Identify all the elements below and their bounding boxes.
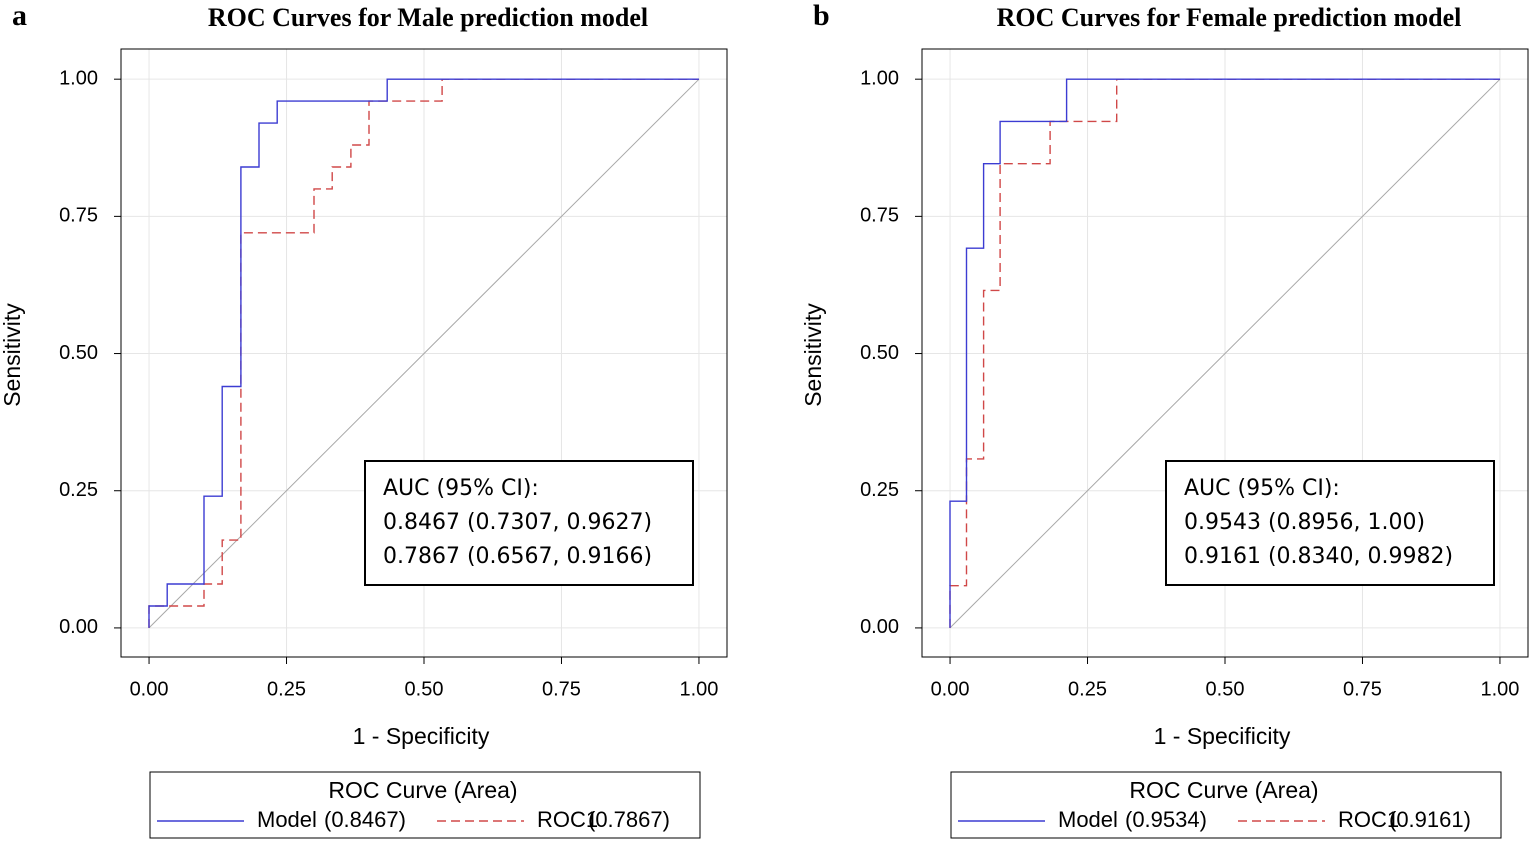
annotation-text: AUC (95% CI):: [1184, 476, 1340, 501]
legend-area: (0.9534): [1125, 807, 1207, 832]
x-axis-label: 1 - Specificity: [1154, 723, 1291, 749]
y-tick-label: 0.75: [860, 205, 899, 227]
y-axis-label: Sensitivity: [0, 303, 25, 407]
chart-title: ROC Curves for Female prediction model: [997, 3, 1462, 32]
reference-line: [949, 78, 1501, 629]
x-tick-label: 0.25: [267, 678, 306, 700]
x-tick-label: 0.50: [1206, 678, 1245, 700]
annotation-text: 0.8467 (0.7307, 0.9627): [383, 510, 652, 535]
panel-label: b: [813, 0, 830, 32]
annotation-box: [1165, 460, 1495, 586]
legend-label: ROC1: [1338, 807, 1399, 832]
legend-label: Model: [257, 807, 317, 832]
x-tick-label: 0.75: [542, 678, 581, 700]
y-axis-label: Sensitivity: [800, 303, 826, 407]
plot-frame: [120, 48, 728, 658]
x-axis-label: 1 - Specificity: [353, 723, 490, 749]
y-tick-label: 0.00: [860, 616, 899, 638]
y-tick-label: 0.50: [860, 342, 899, 364]
x-tick-label: 0.25: [1068, 678, 1107, 700]
x-tick-label: 0.00: [130, 678, 169, 700]
roc-curve: [148, 78, 699, 628]
y-tick-label: 0.50: [59, 342, 98, 364]
legend-area: (0.7867): [588, 807, 670, 832]
roc-curve: [949, 78, 1500, 628]
annotation-text: AUC (95% CI):: [383, 476, 539, 501]
legend-area: (0.9161): [1389, 807, 1471, 832]
x-tick-label: 0.75: [1343, 678, 1382, 700]
annotation-text: 0.9161 (0.8340, 0.9982): [1184, 544, 1453, 569]
x-tick-label: 0.50: [405, 678, 444, 700]
chart-title: ROC Curves for Male prediction model: [208, 3, 648, 32]
plot-frame: [921, 48, 1529, 658]
legend-box: [950, 771, 1502, 839]
annotation-text: 0.7867 (0.6567, 0.9166): [383, 544, 652, 569]
y-tick-label: 0.00: [59, 616, 98, 638]
roc-curve: [949, 78, 1500, 628]
y-tick-label: 1.00: [860, 67, 899, 89]
y-tick-label: 1.00: [59, 67, 98, 89]
legend-area: (0.8467): [324, 807, 406, 832]
x-tick-label: 0.00: [931, 678, 970, 700]
legend-title: ROC Curve (Area): [328, 777, 517, 803]
annotation-box: [364, 460, 694, 586]
legend-label: Model: [1058, 807, 1118, 832]
legend-label: ROC1: [537, 807, 598, 832]
panel-label: a: [12, 0, 27, 32]
legend-box: [149, 771, 701, 839]
x-tick-label: 1.00: [679, 678, 718, 700]
x-tick-label: 1.00: [1480, 678, 1519, 700]
y-tick-label: 0.25: [860, 479, 899, 501]
annotation-text: 0.9543 (0.8956, 1.00): [1184, 510, 1425, 535]
y-tick-label: 0.25: [59, 479, 98, 501]
legend-title: ROC Curve (Area): [1129, 777, 1318, 803]
y-tick-label: 0.75: [59, 205, 98, 227]
